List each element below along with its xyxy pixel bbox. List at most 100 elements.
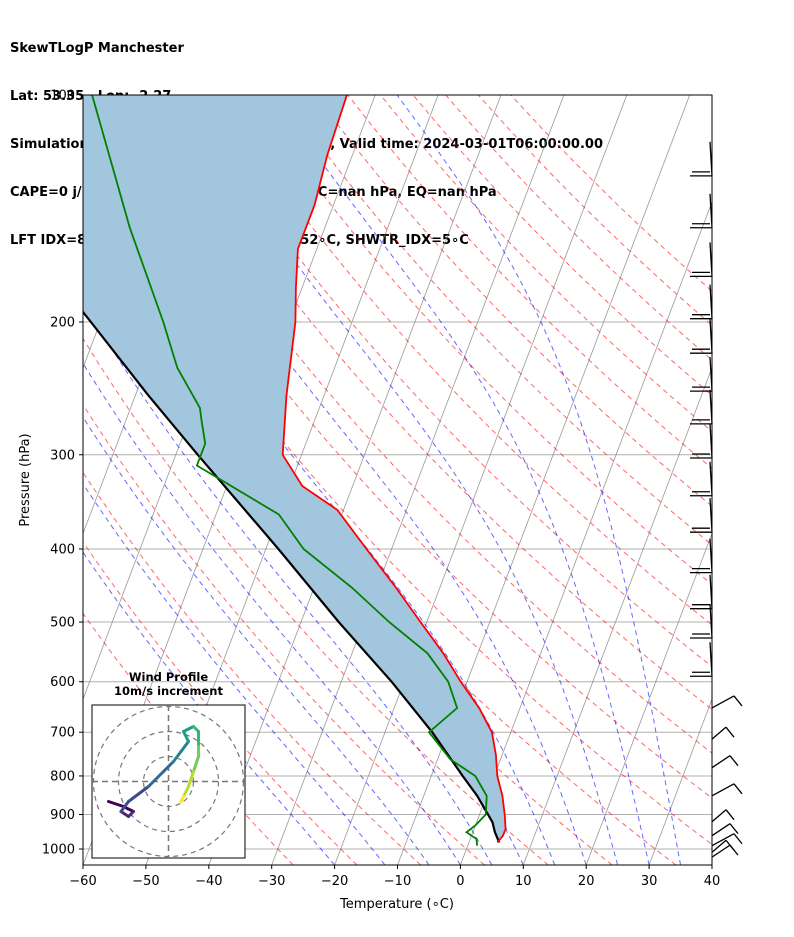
moist-adiabat-line [181, 95, 619, 865]
wind-barb [690, 642, 713, 677]
dewpoint-line [91, 95, 488, 846]
x-axis-label: Temperature (∘C) [339, 897, 454, 912]
wind-barb [711, 844, 739, 858]
wind-barbs [690, 141, 743, 858]
isotherm-line [522, 366, 712, 865]
wind-barb [690, 141, 713, 177]
y-tick-label: 900 [50, 808, 75, 823]
wind-barb [690, 284, 713, 320]
wind-barb-staff [709, 242, 713, 277]
hodograph-trace-segment [179, 795, 185, 803]
x-tick-label: 20 [578, 874, 595, 889]
hodograph-trace-segment [147, 770, 165, 788]
wind-barb-staff [709, 319, 713, 354]
hodograph-trace-segment [182, 785, 190, 798]
wind-barb-staff [709, 423, 713, 459]
moist-adiabat-line [396, 95, 681, 865]
dry-adiabat-line [83, 471, 422, 865]
isotherm-line [648, 698, 712, 865]
dry-adiabat-line [119, 95, 712, 754]
hodograph-trace-segment [182, 725, 195, 733]
hodograph-ring [117, 730, 220, 833]
x-tick-label: −50 [132, 874, 159, 889]
isotherm-line [460, 200, 712, 865]
wind-barb [690, 193, 713, 229]
hodograph [91, 704, 246, 859]
y-tick-label: 400 [50, 542, 75, 557]
wind-barb-staff [711, 839, 727, 853]
wind-barb [711, 755, 739, 769]
wind-barb-flag [733, 695, 743, 707]
x-tick-label: −10 [384, 874, 411, 889]
wind-barb [711, 695, 743, 709]
isotherm-line [711, 863, 712, 865]
wind-barb [711, 809, 735, 823]
y-axis-label: Pressure (hPa) [18, 433, 33, 526]
wind-barb [690, 423, 713, 459]
wind-barb [690, 603, 713, 639]
hodograph-trace-segment [182, 730, 190, 743]
y-tick-label: 100 [50, 89, 75, 104]
wind-barb-flag [733, 783, 743, 795]
y-tick-label: 700 [50, 726, 75, 741]
y-tick-label: 600 [50, 675, 75, 690]
parcel-profile-line [83, 310, 501, 843]
hodograph-title-sub: 10m/s increment [114, 684, 223, 698]
moist-adiabat-line [273, 95, 650, 865]
x-tick-label: −60 [69, 874, 96, 889]
x-tick-label: 40 [704, 874, 721, 889]
wind-barb-staff [709, 193, 713, 228]
wind-barb-staff [711, 823, 731, 837]
wind-barb-staff [711, 809, 727, 823]
profile-lines [83, 95, 507, 846]
axis-ticks: −60 −50 −40 −30 −20 −10 0 10 20 30 40 100 200 300 400 5… [42, 89, 720, 890]
wind-barb-staff [709, 538, 713, 573]
hodograph-trace-segment [127, 785, 150, 803]
wind-barb-flag [729, 844, 739, 856]
wind-barb-staff [709, 389, 713, 424]
dry-adiabat-line [249, 95, 712, 586]
wind-barb-flag [729, 755, 739, 767]
moist-adiabat-line [83, 362, 461, 865]
isotherm-line [397, 95, 691, 865]
wind-barb-staff [709, 498, 713, 533]
wind-barb [711, 783, 743, 797]
y-tick-label: 500 [50, 616, 75, 631]
x-tick-label: 0 [456, 874, 464, 889]
dry-adiabat-line [477, 95, 712, 326]
isotherm-line [271, 95, 565, 865]
wind-barb-staff [711, 695, 735, 709]
wind-barb-flag [733, 833, 743, 845]
y-tick-label: 1000 [42, 843, 75, 858]
moist-adiabat-line [83, 416, 430, 865]
hodograph-title-main: Wind Profile [128, 670, 209, 684]
x-tick-label: −30 [258, 874, 285, 889]
wind-barb-staff [709, 141, 713, 176]
wind-barb [711, 726, 735, 740]
wind-barb-staff [709, 284, 713, 319]
dry-adiabat-line [83, 403, 485, 865]
chart-title: SkewTLogP Manchester [10, 41, 184, 56]
dry-adiabat-line [510, 95, 712, 292]
dry-adiabat-line [315, 95, 712, 507]
dry-adiabat-line [445, 95, 712, 361]
wind-barb-staff [711, 783, 735, 797]
dry-adiabat-line [86, 95, 712, 799]
wind-barb [690, 357, 713, 392]
hodograph-trace-segment [107, 800, 125, 808]
cape-shading [83, 95, 506, 843]
moist-adiabat-line [111, 95, 587, 865]
wind-barb-staff [711, 726, 727, 740]
wind-barb-staff [711, 833, 735, 847]
hodograph-title: Wind Profile 10m/s increment [92, 670, 245, 698]
wind-barb [690, 319, 713, 354]
hodograph-trace-segment [172, 750, 183, 763]
dry-adiabat-line [83, 541, 358, 865]
wind-barb [690, 538, 713, 574]
wind-barb-staff [709, 357, 713, 392]
isotherm-line [585, 532, 712, 865]
y-tick-label: 300 [50, 448, 75, 463]
dry-adiabat-line [217, 95, 712, 626]
temperature-line [281, 95, 507, 843]
